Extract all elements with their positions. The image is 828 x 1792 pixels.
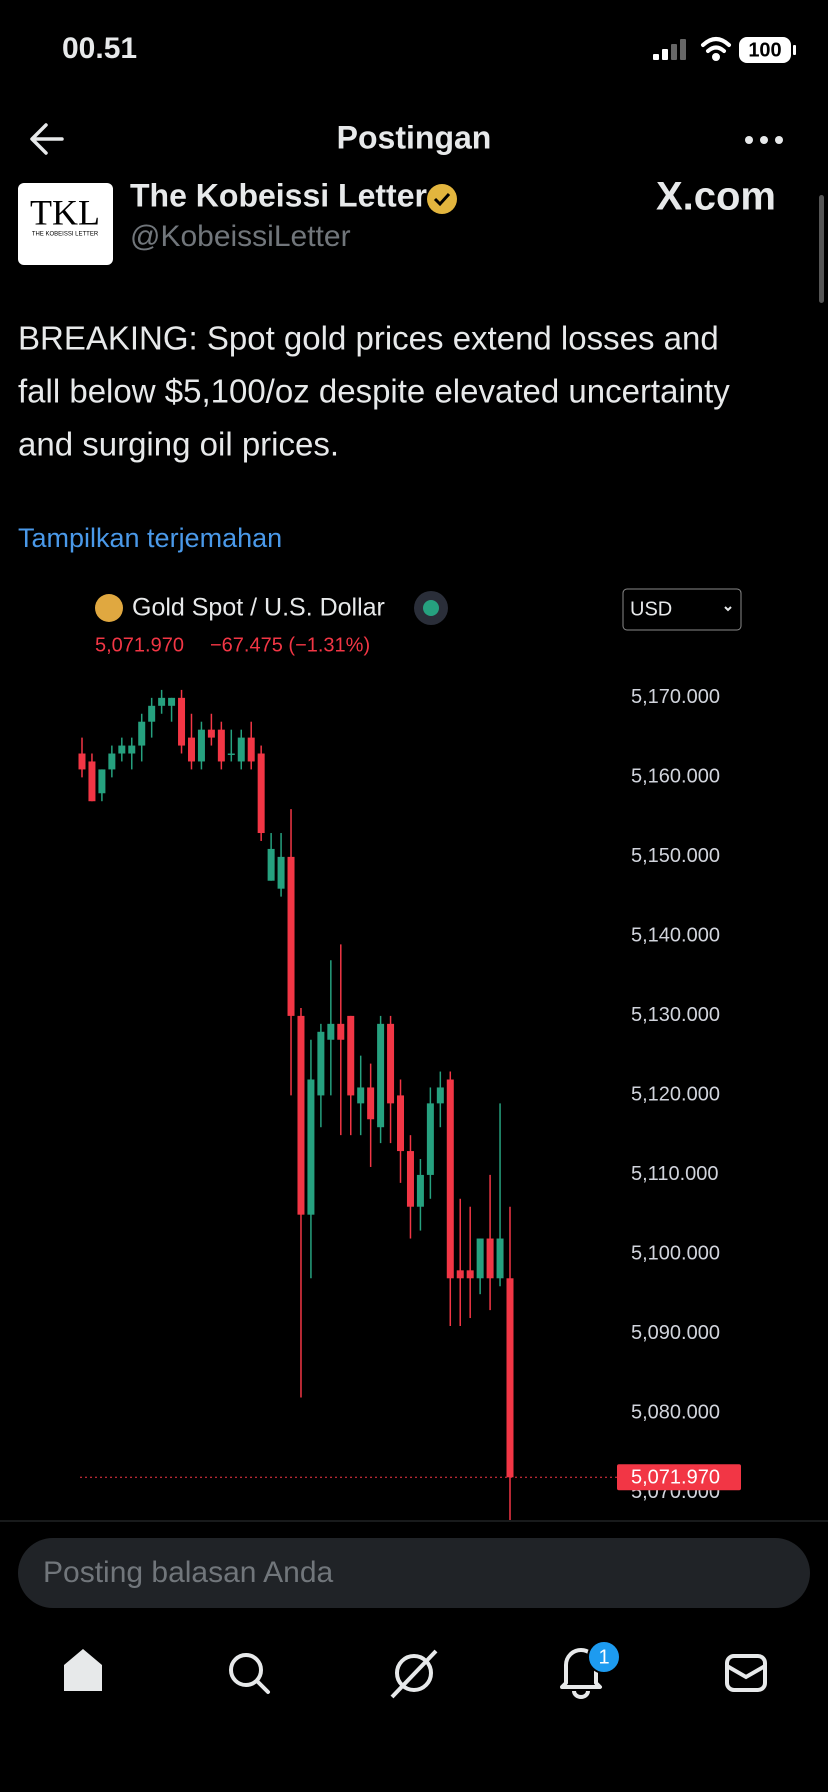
y-tick-label: 5,170.000 bbox=[631, 686, 720, 708]
candle-body bbox=[416, 1174, 424, 1207]
candle-body bbox=[367, 1087, 375, 1120]
author-name[interactable]: The Kobeissi Letter bbox=[130, 177, 427, 213]
y-tick-label: 5,110.000 bbox=[631, 1163, 719, 1185]
currency-select[interactable] bbox=[622, 588, 742, 631]
candle-body bbox=[486, 1238, 494, 1279]
candle-body bbox=[88, 761, 96, 802]
candle-body bbox=[436, 1087, 444, 1104]
candle-body bbox=[158, 697, 166, 706]
candle-body bbox=[377, 1023, 385, 1128]
candle-body bbox=[506, 1278, 514, 1478]
author-handle[interactable]: @KobeissiLetter bbox=[130, 220, 351, 253]
candle-body bbox=[178, 697, 186, 746]
candle-body bbox=[217, 729, 225, 762]
chevron bbox=[724, 606, 732, 612]
header-title: Postingan bbox=[337, 119, 492, 155]
candle-body bbox=[108, 753, 116, 770]
y-tick-label: 5,130.000 bbox=[631, 1004, 720, 1026]
candle-body bbox=[466, 1270, 474, 1279]
candle-body bbox=[257, 753, 265, 834]
quote-price: 5,071.970 bbox=[95, 634, 184, 656]
y-axis: 5,070.0005,080.0005,090.0005,100.0005,11… bbox=[617, 686, 741, 1503]
currency-label: USD bbox=[630, 598, 672, 620]
candle-body bbox=[496, 1238, 504, 1279]
candle-body bbox=[317, 1031, 325, 1096]
candle-body bbox=[187, 737, 195, 762]
status-time: 00.51 bbox=[62, 32, 137, 65]
y-tick-label: 5,080.000 bbox=[631, 1402, 720, 1424]
nav-messages[interactable] bbox=[725, 1654, 767, 1692]
plot bbox=[78, 689, 617, 1520]
quote-change: −67.475 (−1.31%) bbox=[210, 634, 370, 656]
back-button[interactable] bbox=[30, 123, 64, 155]
y-tick-label: 5,090.000 bbox=[631, 1322, 720, 1344]
y-tick-label: 5,120.000 bbox=[631, 1084, 720, 1106]
candle-body bbox=[357, 1087, 365, 1104]
candle-body bbox=[287, 856, 295, 1016]
candle-body bbox=[277, 856, 285, 889]
candle-body bbox=[426, 1103, 434, 1175]
battery bbox=[739, 37, 791, 63]
candle-body bbox=[118, 745, 126, 754]
candle-body bbox=[327, 1023, 335, 1040]
candle-body bbox=[307, 1079, 315, 1215]
candle-body bbox=[387, 1023, 395, 1104]
notification-count: 1 bbox=[598, 1646, 609, 1668]
signal-icon bbox=[653, 39, 686, 60]
candle-body bbox=[247, 737, 255, 762]
post-text: fall below $5,100/oz despite elevated un… bbox=[18, 373, 730, 410]
status-dot bbox=[423, 600, 439, 616]
candle-body bbox=[476, 1238, 484, 1279]
candle-body bbox=[347, 1015, 355, 1096]
candle-body bbox=[237, 737, 245, 762]
candle-body bbox=[168, 697, 176, 706]
candle-body bbox=[406, 1151, 414, 1207]
nav-grok[interactable] bbox=[390, 1649, 438, 1699]
candle-body bbox=[227, 753, 235, 756]
chart-title: Gold Spot / U.S. Dollar bbox=[132, 594, 385, 622]
candle-body bbox=[207, 729, 215, 738]
nav-search[interactable] bbox=[229, 1653, 270, 1694]
watermark: X.com bbox=[656, 175, 776, 219]
avatar-subtext: THE KOBEISSI LETTER bbox=[32, 232, 99, 238]
candle-body bbox=[397, 1095, 405, 1152]
candle-body bbox=[78, 753, 86, 770]
avatar-text: TKL bbox=[30, 192, 100, 232]
gold-icon bbox=[95, 594, 123, 622]
wifi-icon bbox=[701, 37, 731, 61]
y-tick-label: 5,140.000 bbox=[631, 925, 720, 947]
last-price-label: 5,071.970 bbox=[631, 1467, 720, 1489]
notification-badge bbox=[587, 1640, 621, 1674]
nav-home[interactable] bbox=[64, 1649, 102, 1691]
reply-box[interactable] bbox=[18, 1538, 810, 1608]
candle-body bbox=[148, 705, 156, 722]
last-price-tag bbox=[617, 1464, 741, 1491]
more-button[interactable] bbox=[745, 136, 783, 144]
candle-body bbox=[138, 721, 146, 746]
candle-body bbox=[297, 1015, 305, 1215]
post-text: BREAKING: Spot gold prices extend losses… bbox=[18, 320, 719, 357]
scrollbar bbox=[819, 195, 824, 303]
candle-body bbox=[456, 1270, 464, 1279]
translate-link[interactable]: Tampilkan terjemahan bbox=[18, 523, 282, 553]
candle-body bbox=[267, 848, 275, 881]
post-text: and surging oil prices. bbox=[18, 426, 339, 463]
battery-tip bbox=[793, 45, 796, 55]
candle-body bbox=[446, 1079, 454, 1279]
avatar[interactable] bbox=[18, 183, 113, 265]
verified-badge bbox=[427, 184, 457, 214]
y-tick-label: 5,100.000 bbox=[631, 1243, 720, 1265]
candle-body bbox=[337, 1023, 345, 1040]
candle-body bbox=[197, 729, 205, 762]
y-tick-label: 5,150.000 bbox=[631, 845, 720, 867]
reply-placeholder: Posting balasan Anda bbox=[43, 1556, 334, 1589]
battery-level: 100 bbox=[748, 39, 781, 61]
candle-body bbox=[128, 745, 136, 754]
y-tick-label: 5,160.000 bbox=[631, 766, 720, 788]
candle-body bbox=[98, 769, 106, 794]
